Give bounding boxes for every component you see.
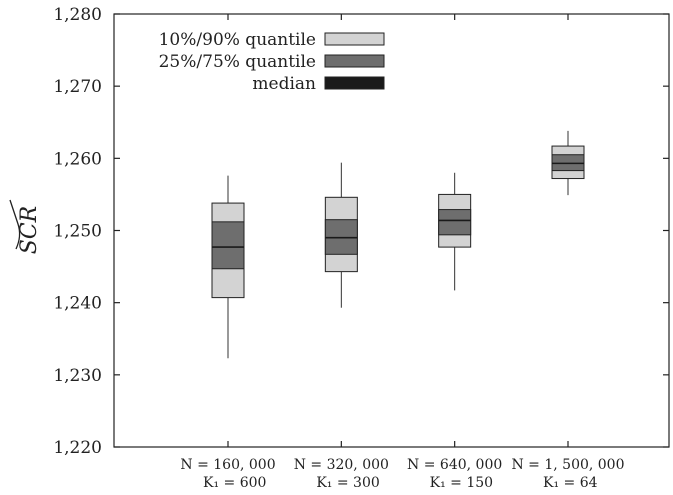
x-category-label-n: N = 1, 500, 000 — [511, 457, 624, 473]
x-category-label-k: K₁ = 64 — [543, 475, 598, 491]
y-tick-label: 1,250 — [53, 222, 102, 242]
box-group — [438, 172, 472, 291]
plot-frame — [113, 13, 670, 448]
x-axis: N = 160, 000 K₁ = 600 N = 320, 000 K₁ = 300… — [180, 14, 625, 491]
x-category-label-k: K₁ = 150 — [430, 475, 493, 491]
legend-label: 25%/75% quantile — [159, 52, 316, 72]
x-category-label-k: K₁ = 300 — [316, 475, 379, 491]
legend-swatch — [324, 32, 385, 46]
x-category-label-k: K₁ = 600 — [203, 475, 266, 491]
box-group — [551, 130, 585, 196]
y-tick-label: 1,280 — [53, 5, 102, 25]
box-group — [324, 162, 358, 308]
legend-label: median — [252, 74, 316, 94]
box-series — [211, 130, 585, 359]
box-group — [211, 175, 245, 359]
y-tick-label: 1,230 — [53, 366, 102, 386]
x-category-label-n: N = 640, 000 — [407, 457, 502, 473]
box-25-75 — [438, 209, 472, 236]
y-axis-title-tilde — [9, 199, 21, 250]
y-axis: 1,220 1,230 1,240 1,250 1,260 1,270 1,280 — [53, 5, 669, 458]
y-axis-title: SCR — [17, 206, 42, 254]
y-tick-label: 1,220 — [53, 438, 102, 458]
x-category-label-n: N = 160, 000 — [180, 457, 275, 473]
legend-swatch — [324, 76, 385, 90]
y-tick-label: 1,260 — [53, 149, 102, 169]
box-25-75 — [211, 221, 245, 270]
y-tick-label: 1,270 — [53, 77, 102, 97]
y-tick-label: 1,240 — [53, 294, 102, 314]
legend-swatch — [324, 54, 385, 68]
x-category-label-n: N = 320, 000 — [294, 457, 389, 473]
legend-label: 10%/90% quantile — [159, 30, 316, 50]
